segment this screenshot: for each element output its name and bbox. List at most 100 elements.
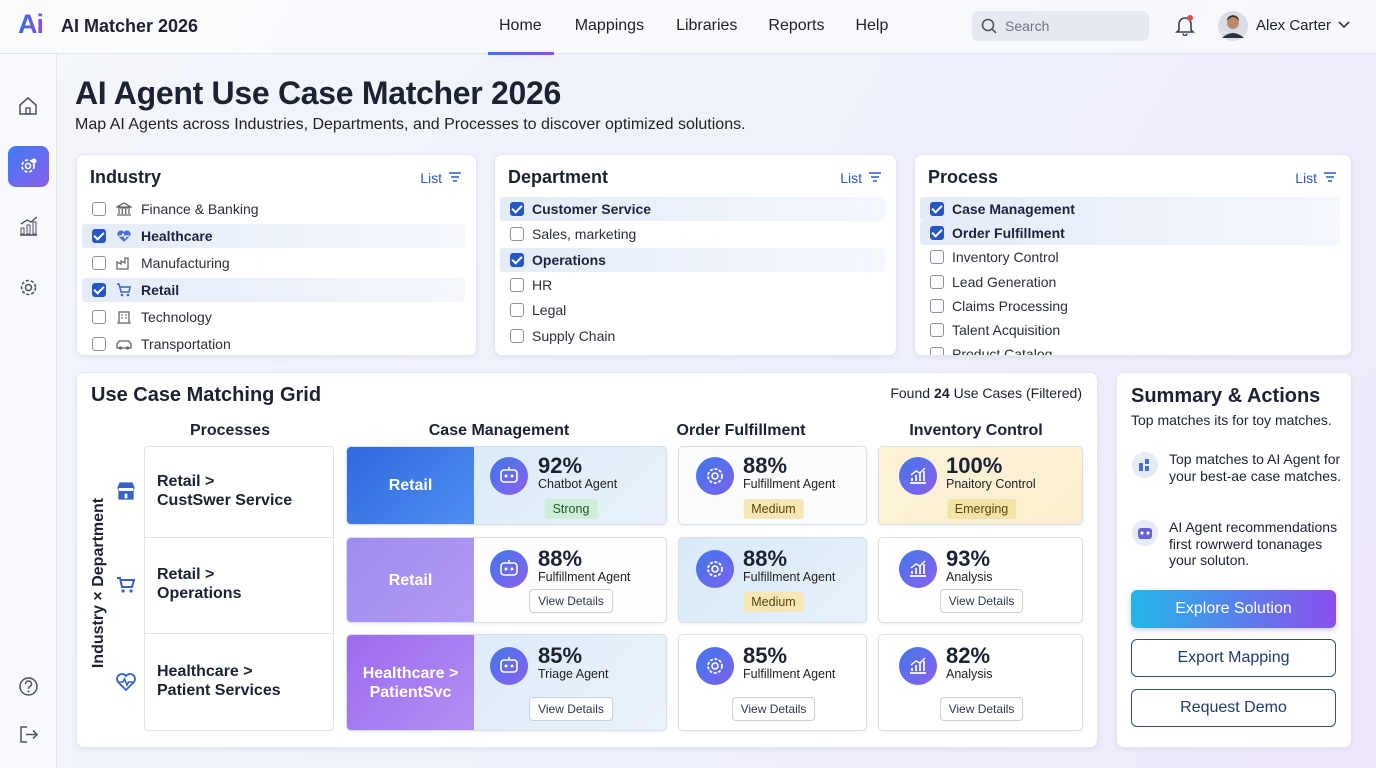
option-label[interactable]: Supply Chain [532, 327, 616, 344]
strength-badge: Emerging [946, 499, 1017, 519]
match-cell[interactable]: 88% Fulfillment Agent Medium [678, 446, 867, 525]
summary-button[interactable]: Export Mapping [1131, 639, 1336, 677]
checkbox[interactable] [510, 277, 524, 292]
view-details-button[interactable]: View Details [939, 697, 1024, 721]
option-label[interactable]: Healthcare [141, 228, 213, 244]
match-cell[interactable]: 100% Pnaitory Control Emerging [878, 446, 1083, 525]
reports-icon[interactable] [18, 216, 39, 237]
match-score: 85% [538, 643, 583, 668]
logout-icon[interactable] [18, 724, 39, 745]
checkbox[interactable] [510, 252, 524, 267]
option-label[interactable]: Customer Service [532, 201, 652, 217]
checkbox[interactable] [92, 310, 106, 324]
checkbox[interactable] [930, 250, 944, 265]
view-details-button[interactable]: View Details [529, 589, 613, 613]
help-icon[interactable] [18, 676, 39, 697]
match-cell[interactable]: Retail 92% Chatbot Agent Strong [346, 446, 667, 525]
nav-item[interactable]: Reports [768, 0, 824, 54]
option-label[interactable]: Inventory Control [952, 249, 1059, 266]
option-label[interactable]: Talent Acquisition [952, 322, 1061, 338]
option-label[interactable]: Product Catalog [952, 346, 1053, 356]
match-score: 93% [946, 546, 991, 571]
summary-title: Summary & Actions [1131, 385, 1321, 407]
option-label[interactable]: Order Fulfillment [952, 225, 1065, 242]
option-label[interactable]: Finance & Banking [141, 201, 259, 217]
match-score: 92% [538, 453, 583, 478]
option-label[interactable]: HR [532, 276, 553, 293]
match-cell[interactable]: Healthcare > PatientSvc 85% Triage Agent Vi… [346, 634, 667, 731]
settings-icon[interactable] [18, 277, 39, 298]
checkbox[interactable] [92, 256, 106, 270]
industry-tag-label: Retail [388, 571, 433, 589]
checkbox[interactable] [930, 226, 944, 241]
industry-tag-label: Retail [388, 477, 433, 494]
checkbox[interactable] [92, 337, 106, 351]
row-label: Healthcare > Patient Services [157, 662, 281, 700]
match-cell[interactable]: 85% Fulfillment Agent View Details [678, 634, 867, 731]
option-label[interactable]: Legal [532, 302, 567, 319]
option-label[interactable]: Retail [141, 282, 180, 298]
checkbox[interactable] [92, 229, 106, 243]
view-toggle[interactable]: List [420, 170, 442, 186]
match-score: 88% [743, 546, 788, 571]
home-icon[interactable] [18, 96, 38, 116]
agent-name: Chatbot Agent [538, 477, 618, 491]
filter-card: Industry List Finance & Banking Healthcare M… [76, 154, 477, 356]
option-label[interactable]: Sales, marketing [532, 226, 637, 243]
checkbox[interactable] [510, 202, 524, 216]
match-cell[interactable]: 93% Analysis View Details [878, 537, 1083, 623]
option-label[interactable]: Technology [141, 309, 212, 325]
checkbox[interactable] [930, 323, 944, 337]
row-label-box [144, 446, 334, 731]
nav-label[interactable]: Reports [768, 17, 825, 34]
chevron[interactable] [1338, 20, 1350, 30]
nav-item[interactable]: Mappings [575, 0, 644, 54]
view-details-button[interactable]: View Details [731, 697, 816, 721]
view-toggle[interactable]: List [1295, 170, 1317, 186]
nav-item[interactable]: Help [855, 0, 888, 54]
nav-item[interactable]: Home [488, 0, 554, 55]
agent-name: Fulfillment Agent [743, 667, 836, 681]
view-details-button[interactable]: View Details [939, 589, 1024, 613]
option-label[interactable]: Transportation [141, 336, 231, 352]
nav-label[interactable]: Home [499, 17, 542, 34]
match-cell[interactable]: Retail 88% Fulfillment Agent View Details [346, 537, 667, 623]
checkbox[interactable] [930, 347, 944, 355]
option-label[interactable]: Lead Generation [952, 273, 1057, 290]
summary-button[interactable]: Explore Solution [1131, 590, 1336, 628]
nav-label[interactable]: Libraries [676, 17, 738, 34]
user-name[interactable]: Alex Carter [1256, 17, 1332, 34]
row-label-line: Retail > [157, 566, 215, 583]
notification-bell[interactable] [1174, 14, 1196, 36]
option-label[interactable]: Operations [532, 251, 606, 268]
agent-icon [696, 647, 734, 685]
active-nav-tile[interactable] [8, 146, 49, 187]
option-label[interactable]: Case Management [952, 201, 1075, 217]
summary-item-icon [1132, 452, 1158, 478]
nav-label[interactable]: Mappings [574, 17, 645, 34]
industry-icon [116, 257, 129, 270]
checkbox[interactable] [930, 274, 944, 289]
view-details-button[interactable]: View Details [529, 697, 613, 721]
industry-icon [116, 340, 132, 350]
summary-item-icon [1132, 520, 1158, 546]
avatar[interactable] [1218, 11, 1248, 41]
summary-button[interactable]: Request Demo [1131, 689, 1336, 727]
search-box[interactable]: Search [972, 11, 1149, 41]
checkbox[interactable] [930, 202, 944, 216]
checkbox[interactable] [92, 202, 106, 216]
option-label[interactable]: Claims Processing [952, 297, 1068, 314]
checkbox[interactable] [510, 328, 524, 343]
nav-label[interactable]: Help [855, 17, 889, 34]
match-cell[interactable]: 82% Analysis View Details [878, 634, 1083, 731]
match-cell[interactable]: 88% Fulfillment Agent Medium [678, 537, 867, 623]
search-icon [981, 18, 997, 34]
checkbox[interactable] [510, 227, 524, 242]
option-label[interactable]: Manufacturing [141, 255, 230, 271]
option-highlight [920, 221, 1340, 246]
nav-item[interactable]: Libraries [676, 0, 737, 54]
checkbox[interactable] [510, 303, 524, 318]
checkbox[interactable] [92, 283, 106, 297]
view-toggle[interactable]: List [840, 170, 862, 186]
checkbox[interactable] [930, 298, 944, 313]
